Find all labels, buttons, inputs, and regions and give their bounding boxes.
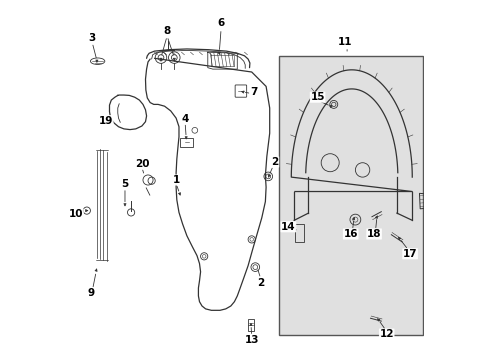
Text: 5: 5 (121, 179, 128, 189)
Text: 4: 4 (181, 114, 188, 124)
Text: 16: 16 (343, 229, 357, 239)
Text: 18: 18 (366, 229, 381, 239)
Text: 7: 7 (249, 87, 257, 97)
Text: 2: 2 (257, 278, 264, 288)
Text: 19: 19 (99, 116, 113, 126)
Text: 10: 10 (69, 209, 83, 219)
FancyBboxPatch shape (278, 56, 422, 335)
Bar (247, 319, 253, 331)
Text: 12: 12 (379, 329, 393, 339)
Text: 6: 6 (217, 18, 224, 28)
Text: 1: 1 (172, 175, 180, 185)
Text: 3: 3 (88, 33, 95, 43)
Circle shape (321, 154, 339, 172)
Text: 9: 9 (88, 288, 95, 298)
Text: 15: 15 (310, 92, 324, 102)
Text: 17: 17 (402, 249, 417, 259)
Bar (294, 224, 303, 242)
Text: 14: 14 (281, 222, 295, 232)
Text: 13: 13 (244, 335, 259, 345)
Text: 8: 8 (163, 26, 170, 36)
Circle shape (355, 163, 369, 177)
Text: 20: 20 (134, 159, 149, 169)
Text: 11: 11 (337, 37, 352, 48)
Text: 2: 2 (271, 157, 278, 167)
